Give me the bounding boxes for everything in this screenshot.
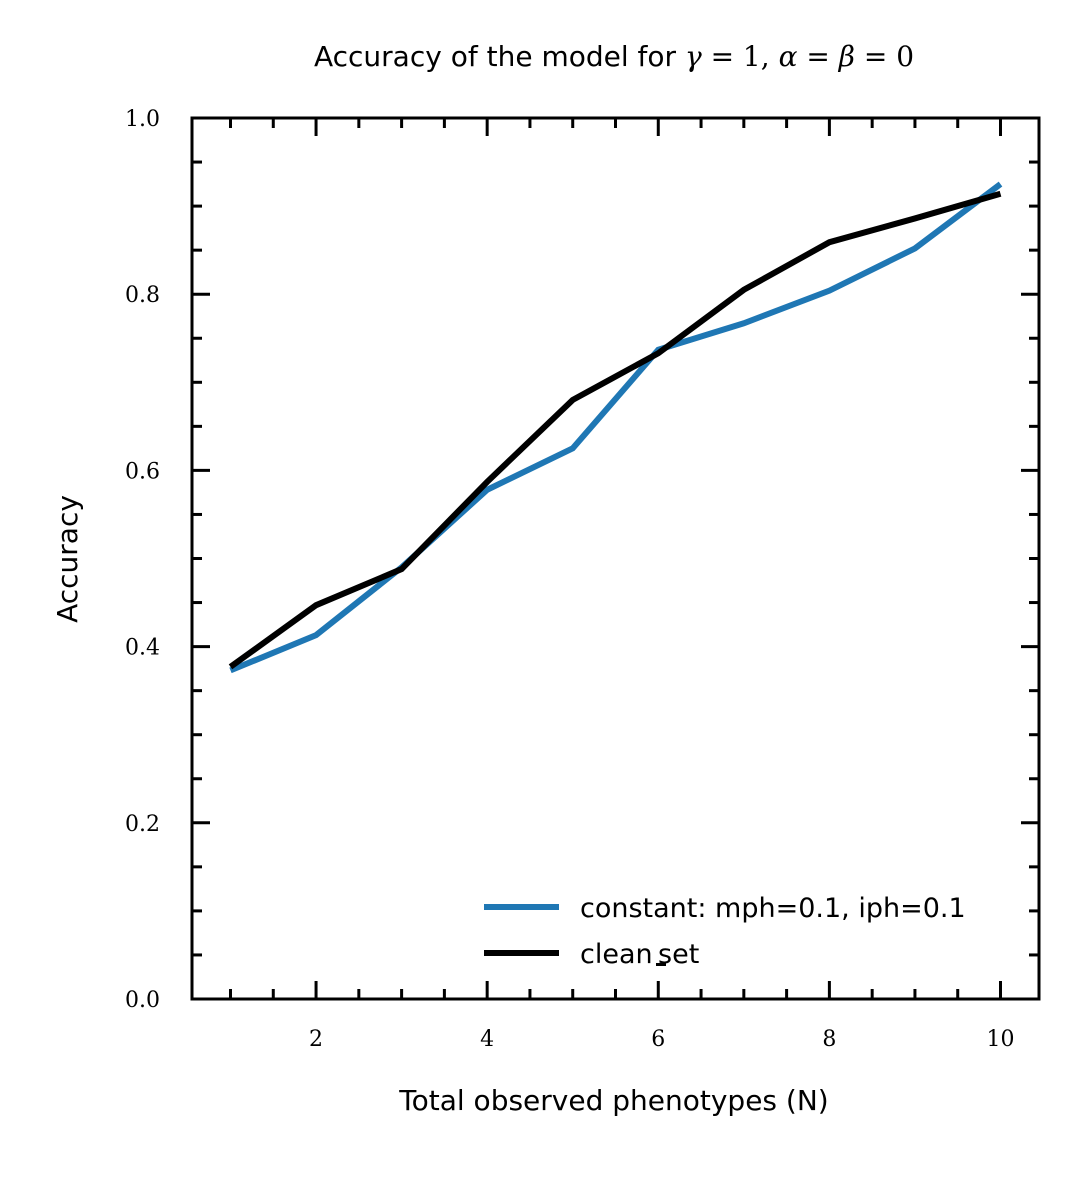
plot-frame <box>190 116 1041 1001</box>
chart-title-eq3: = 0 <box>855 40 914 73</box>
chart-title-text: Accuracy of the model for <box>314 40 685 73</box>
chart-title-beta: β <box>838 40 855 73</box>
legend-label-1: constant: mph=0.1, iph=0.1 <box>580 893 966 924</box>
legend-underscore <box>656 963 666 966</box>
x-tick-label: 8 <box>822 1027 836 1052</box>
y-axis-label: Accuracy <box>51 495 84 623</box>
legend: constant: mph=0.1, iph=0.1 clean set <box>484 893 966 970</box>
y-tick-label: 0.0 <box>125 988 160 1013</box>
y-tick-label: 1.0 <box>125 107 160 132</box>
x-axis-label: Total observed phenotypes (N) <box>398 1084 828 1117</box>
tick-labels-layer: 2 4 6 8 10 0.0 0.2 0.4 0.6 0.8 1.0 <box>125 107 1015 1052</box>
legend-label-2: clean set <box>580 939 699 970</box>
chart-title-gamma: γ <box>685 40 702 73</box>
y-tick-label: 0.2 <box>125 812 160 837</box>
series-layer <box>228 181 1003 674</box>
chart-title-eq2: = <box>797 40 838 73</box>
y-tick-label: 0.4 <box>125 636 160 661</box>
chart-title: Accuracy of the model for γ = 1, α = β =… <box>314 40 914 73</box>
y-tick-label: 0.8 <box>125 283 160 308</box>
x-tick-label: 6 <box>651 1027 665 1052</box>
series-line-1 <box>229 181 1003 674</box>
x-tick-label: 4 <box>480 1027 494 1052</box>
x-tick-label: 2 <box>309 1027 323 1052</box>
series-line-2 <box>228 190 1002 670</box>
y-tick-label: 0.6 <box>125 459 160 484</box>
x-tick-label: 10 <box>987 1027 1015 1052</box>
chart-title-eq1: = 1, <box>702 40 779 73</box>
chart-title-alpha: α <box>779 40 798 73</box>
